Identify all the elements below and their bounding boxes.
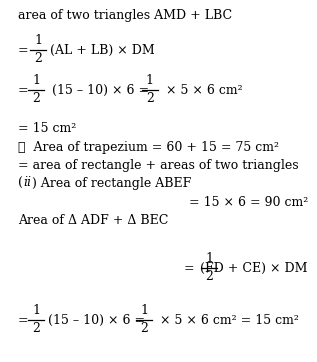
Text: 2: 2: [32, 323, 40, 336]
Text: × 5 × 6 cm²: × 5 × 6 cm²: [162, 84, 243, 97]
Text: 1: 1: [32, 75, 40, 88]
Text: =: =: [18, 313, 31, 327]
Text: ) Area of rectangle ABEF: ) Area of rectangle ABEF: [32, 177, 191, 189]
Text: 1: 1: [205, 253, 213, 265]
Text: (15 – 10) × 6 =: (15 – 10) × 6 =: [49, 84, 153, 97]
Text: area of two triangles AMD + LBC: area of two triangles AMD + LBC: [18, 9, 232, 22]
Text: 1: 1: [140, 304, 148, 317]
Text: =: =: [18, 43, 31, 56]
Text: (: (: [18, 177, 23, 189]
Text: ii: ii: [23, 177, 31, 189]
Text: (AL + LB) × DM: (AL + LB) × DM: [50, 43, 155, 56]
Text: Area of Δ ADF + Δ BEC: Area of Δ ADF + Δ BEC: [18, 214, 168, 227]
Text: 1: 1: [146, 75, 154, 88]
Text: (15 – 10) × 6 =: (15 – 10) × 6 =: [49, 313, 150, 327]
Text: 1: 1: [32, 304, 40, 317]
Text: 2: 2: [35, 52, 42, 66]
Text: 2: 2: [146, 93, 154, 105]
Text: ∴  Area of trapezium = 60 + 15 = 75 cm²: ∴ Area of trapezium = 60 + 15 = 75 cm²: [18, 142, 279, 155]
Text: =: =: [18, 84, 31, 97]
Text: 2: 2: [205, 270, 213, 283]
Text: =: =: [184, 261, 197, 274]
Text: = area of rectangle + areas of two triangles: = area of rectangle + areas of two trian…: [18, 159, 299, 172]
Text: (FD + CE) × DM: (FD + CE) × DM: [197, 261, 308, 274]
Text: = 15 × 6 = 90 cm²: = 15 × 6 = 90 cm²: [189, 195, 308, 209]
Text: 2: 2: [140, 323, 148, 336]
Text: × 5 × 6 cm² = 15 cm²: × 5 × 6 cm² = 15 cm²: [156, 313, 299, 327]
Text: = 15 cm²: = 15 cm²: [18, 122, 76, 135]
Text: 1: 1: [35, 34, 42, 47]
Text: 2: 2: [32, 93, 40, 105]
